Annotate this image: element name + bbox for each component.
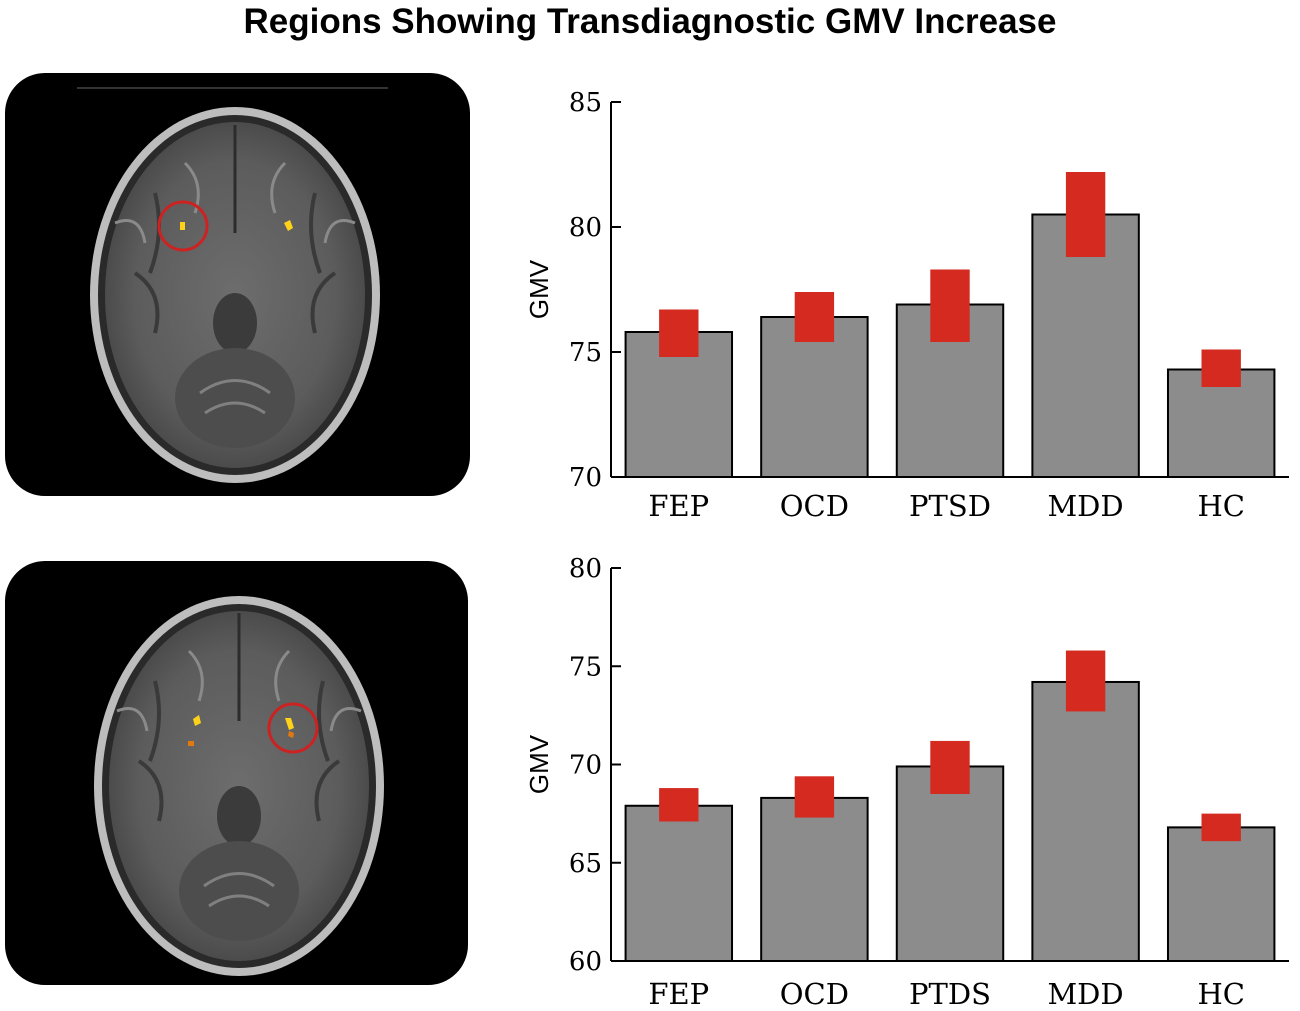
- figure-title: Regions Showing Transdiagnostic GMV Incr…: [243, 2, 1057, 41]
- upper-bar-chart: 70 75 80 85 GMV FEP OCD PTSD MDD HC: [510, 80, 1300, 530]
- lower-y-tick-label: 70: [569, 751, 602, 781]
- activation-blob: [284, 220, 293, 231]
- upper-error-box-fep: [659, 309, 699, 357]
- lower-category-label: PTDS: [909, 977, 991, 1011]
- lower-error-box-ptds: [930, 740, 970, 794]
- lower-category-label: OCD: [780, 977, 849, 1011]
- lower-bar-ptds: [895, 765, 1005, 962]
- upper-bar-hc: [1166, 368, 1276, 478]
- lower-error-box-ocd: [794, 776, 835, 818]
- lower-y-tick-label: 60: [569, 947, 602, 977]
- lower-bar-hc: [1166, 826, 1276, 962]
- activation-blob: [193, 715, 201, 726]
- upper-y-axis-label: GMV: [524, 259, 554, 319]
- lower-brain-slice-image: [94, 596, 384, 976]
- lower-category-label: MDD: [1047, 977, 1123, 1011]
- lower-y-tick-label: 75: [569, 652, 602, 682]
- upper-y-tick-label: 75: [569, 338, 602, 368]
- upper-error-box-ptsd: [930, 269, 970, 342]
- lower-error-box-hc: [1201, 813, 1241, 842]
- activation-blob: [288, 731, 294, 738]
- upper-bar-ocd: [760, 316, 869, 478]
- lower-error-box-mdd: [1065, 650, 1106, 712]
- activation-blob: [285, 718, 294, 730]
- upper-y-tick-label: 80: [569, 213, 602, 243]
- lower-bar-chart: 60 65 70 75 80 GMV FEP OCD PTDS MDD HC: [510, 553, 1300, 1011]
- lower-y-axis-label: GMV: [524, 734, 554, 794]
- upper-category-label: OCD: [780, 489, 849, 523]
- lower-bar-ocd: [760, 796, 869, 962]
- upper-category-label: PTSD: [909, 489, 991, 523]
- lower-bar-chart-svg: 60 65 70 75 80 GMV FEP OCD PTDS MDD HC: [524, 554, 1289, 1011]
- upper-category-label: FEP: [648, 489, 709, 523]
- upper-bar-mdd: [1031, 213, 1140, 478]
- lower-category-label: FEP: [648, 977, 709, 1011]
- upper-error-box-ocd: [794, 292, 835, 342]
- roi-circle-marker: [157, 200, 209, 252]
- upper-bar-chart-svg: 70 75 80 85 GMV FEP OCD PTSD MDD HC: [524, 88, 1289, 523]
- upper-y-tick-label: 70: [569, 463, 602, 493]
- lower-error-box-fep: [659, 788, 699, 822]
- lower-bar-mdd: [1031, 680, 1140, 962]
- upper-y-tick-label: 85: [569, 88, 602, 118]
- roi-circle-marker: [267, 702, 319, 754]
- upper-error-box-mdd: [1065, 172, 1106, 257]
- lower-category-label: HC: [1197, 977, 1244, 1011]
- lower-y-tick-label: 80: [569, 554, 602, 584]
- upper-category-label: MDD: [1047, 489, 1123, 523]
- lower-brain-slice-panel: [5, 561, 468, 985]
- upper-category-label: HC: [1197, 489, 1244, 523]
- activation-blob: [180, 222, 185, 230]
- upper-brain-slice-panel: [5, 73, 470, 496]
- upper-brain-slice-image: [77, 87, 388, 483]
- activation-blob: [188, 741, 194, 746]
- upper-error-box-hc: [1201, 349, 1241, 387]
- lower-bar-fep: [624, 804, 734, 962]
- lower-y-tick-label: 65: [569, 849, 602, 879]
